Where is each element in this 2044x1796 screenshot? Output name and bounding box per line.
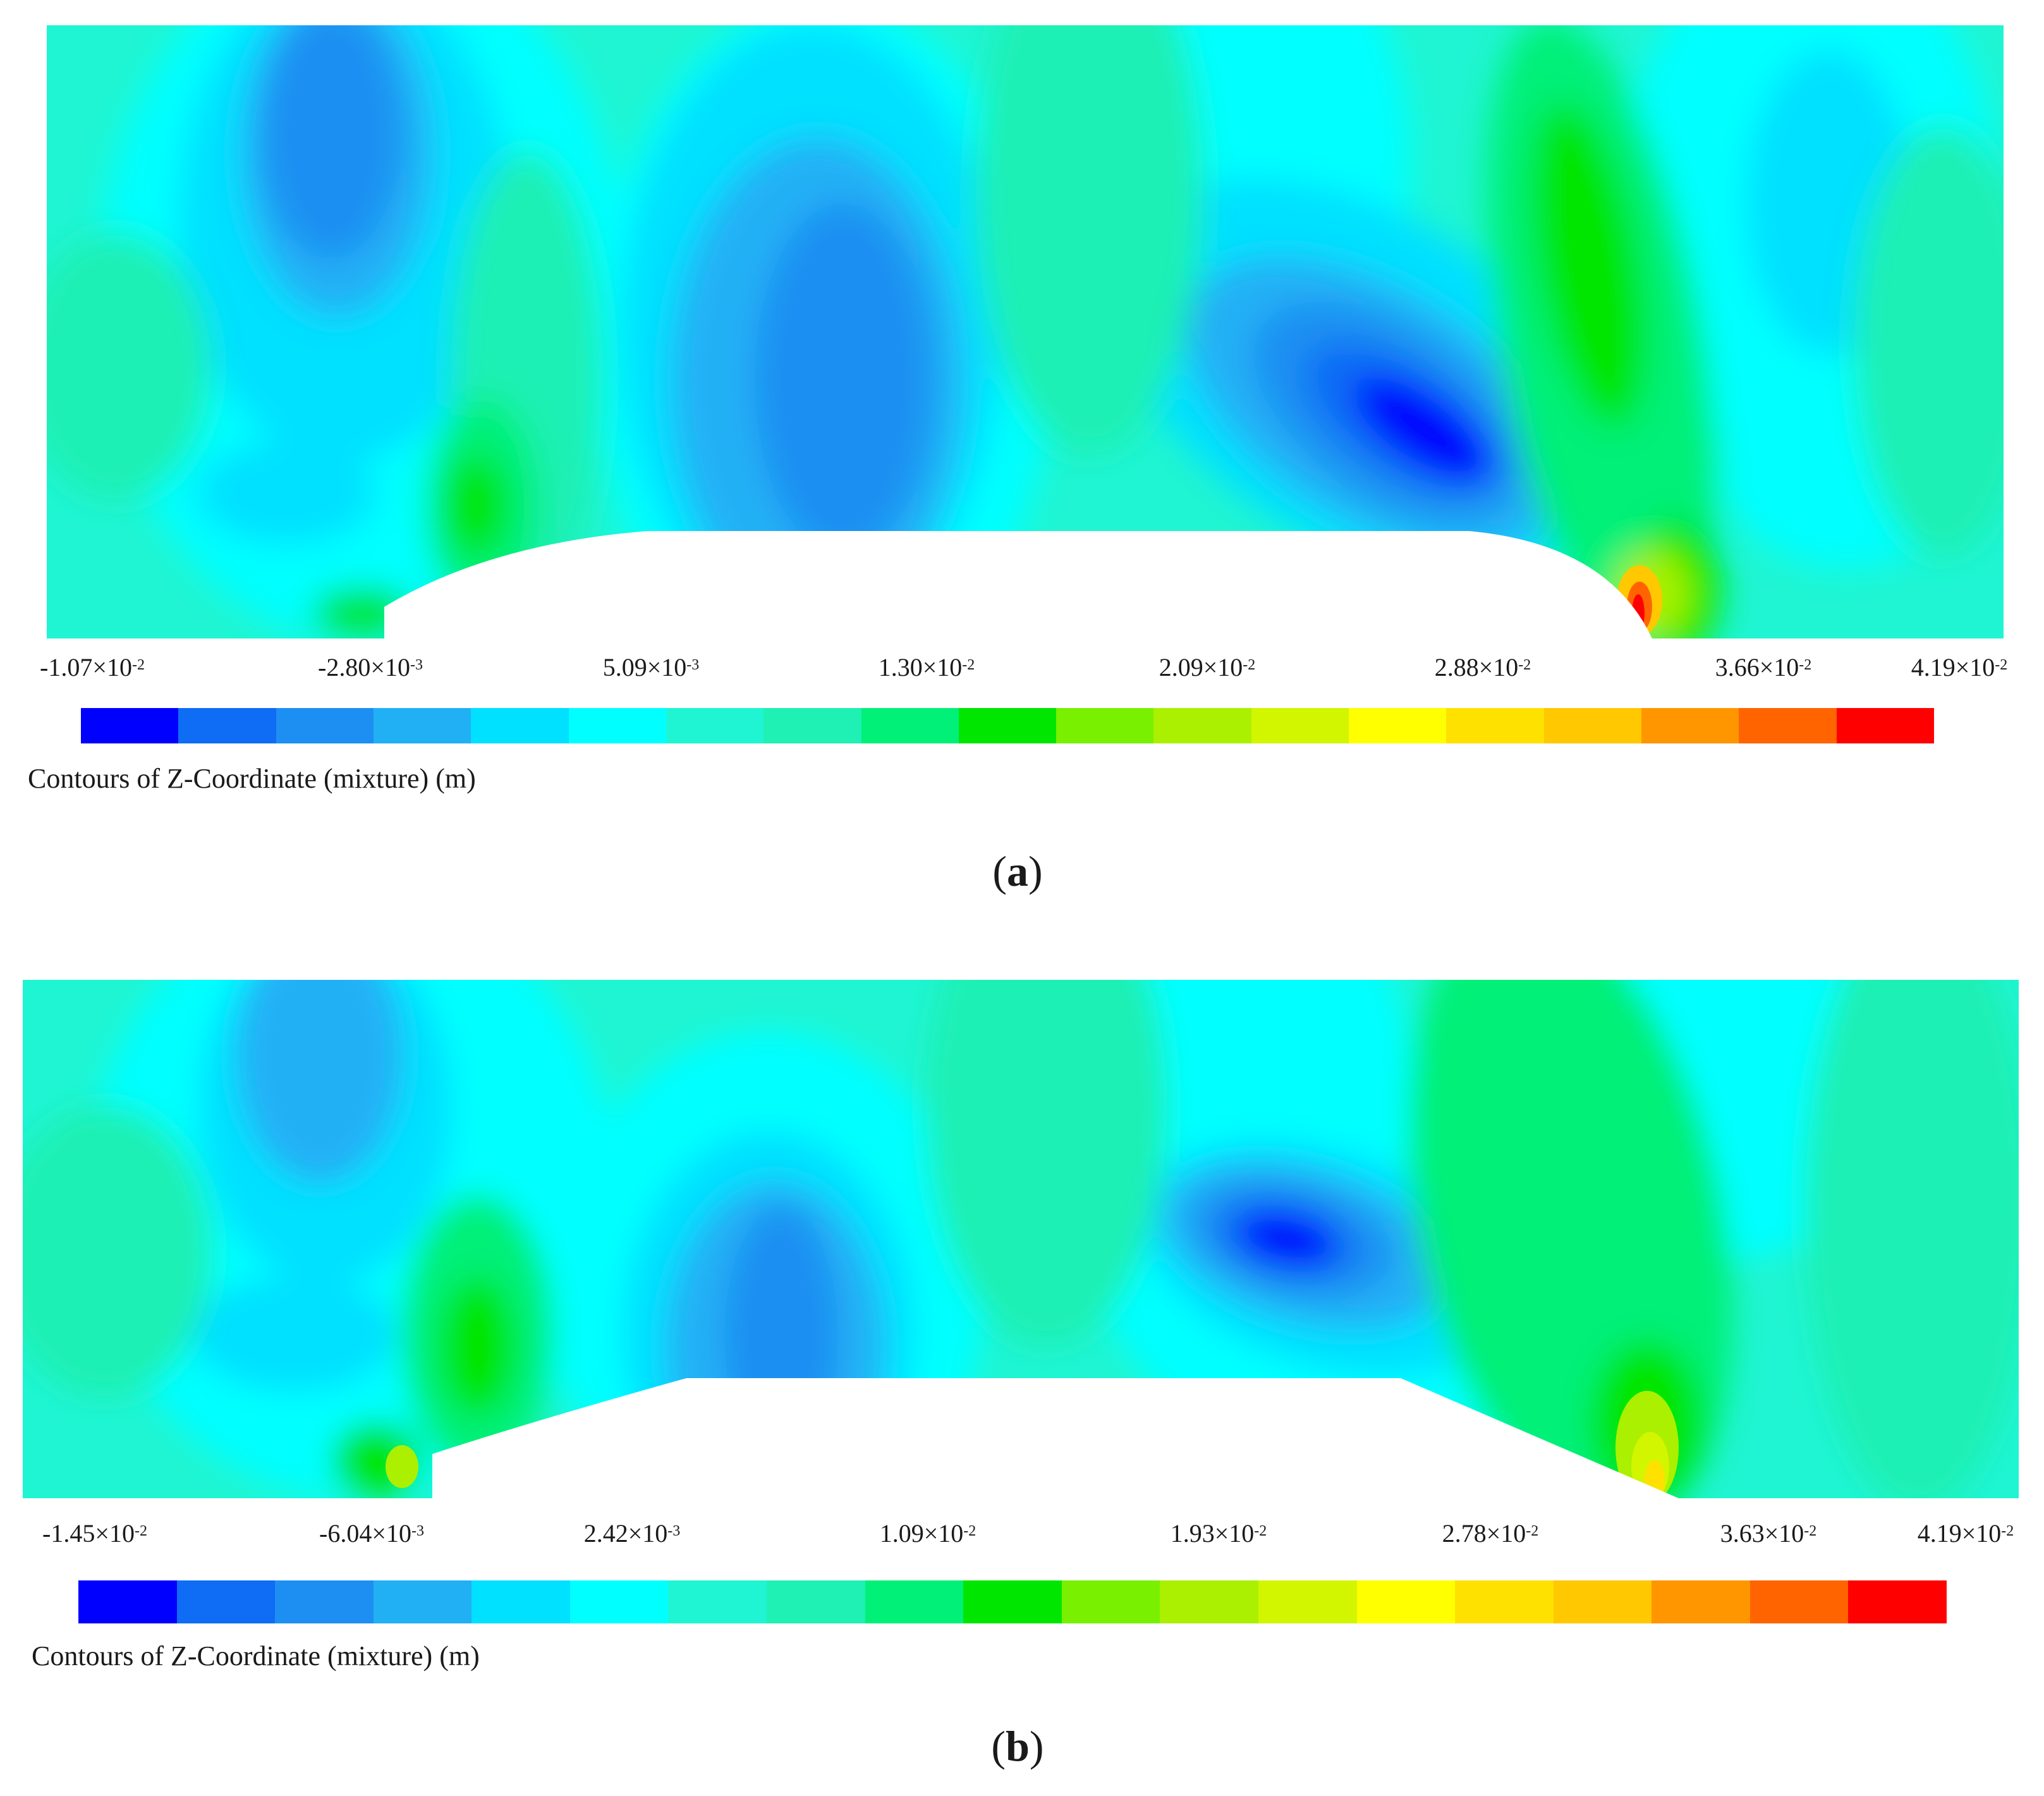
contour-plot-a (47, 25, 2004, 638)
colorbar-swatch (1446, 708, 1544, 743)
colorbar-swatch (865, 1580, 964, 1623)
colorbar-swatch (1543, 708, 1641, 743)
colorbar-swatch (471, 708, 569, 743)
colorbar-swatch (668, 1580, 767, 1623)
colorbar-swatch (963, 1580, 1062, 1623)
colorbar-swatch (1455, 1580, 1554, 1623)
contour-region (976, 25, 1203, 455)
body-obstruction (384, 531, 1652, 638)
colorbar-swatch (1848, 1580, 1947, 1623)
colorbar-swatch (568, 708, 666, 743)
tick-label: 1.93×10-2 (1170, 1519, 1267, 1548)
colorbar-swatch (569, 1580, 669, 1623)
colorbar-swatch (471, 1580, 570, 1623)
contour-region (445, 455, 508, 556)
contour-region (193, 1277, 396, 1391)
panel-label-b: (b) (991, 1722, 1044, 1770)
contour-region (755, 202, 932, 556)
colorbar-swatch (1749, 1580, 1849, 1623)
colorbar-swatch (373, 1580, 472, 1623)
colorbar-swatch (81, 708, 179, 743)
contour-region (927, 980, 1167, 1347)
tick-label: 2.09×10-2 (1159, 653, 1256, 681)
colorbar-swatch (1553, 1580, 1652, 1623)
colorbar-title: Contours of Z-Coordinate (mixture) (m) (32, 1640, 480, 1671)
body-obstruction (432, 1378, 1679, 1498)
colorbar-swatch (1836, 708, 1934, 743)
colorbar-title: Contours of Z-Coordinate (mixture) (m) (28, 763, 476, 794)
tick-label: 5.09×10-3 (602, 653, 700, 681)
contour-region (47, 234, 211, 499)
colorbar-swatch (1652, 1580, 1750, 1623)
colorbar-swatch (1641, 708, 1739, 743)
colorbar-swatch (763, 708, 861, 743)
tick-label: -1.07×10-2 (40, 653, 145, 681)
colorbar-swatch (767, 1580, 865, 1623)
colorbar-swatch (1356, 1580, 1456, 1623)
contour-region (198, 443, 375, 544)
colorbar-swatch (861, 708, 959, 743)
colorbar-swatch (1251, 708, 1349, 743)
tick-label: 2.42×10-3 (583, 1519, 681, 1548)
tick-label: 2.78×10-2 (1442, 1519, 1539, 1548)
colorbar-swatch (1349, 708, 1447, 743)
colorbar-swatch (958, 708, 1057, 743)
contour-region (1531, 103, 1646, 428)
colorbar-swatch (178, 708, 276, 743)
colorbar-swatch (1739, 708, 1837, 743)
panel-label-a: (a) (992, 847, 1043, 895)
colorbar-swatch (276, 708, 374, 743)
contour-region (1240, 1213, 1334, 1265)
colorbar-a (81, 708, 1934, 743)
colorbar-swatch (275, 1580, 374, 1623)
tick-label: -6.04×10-3 (319, 1519, 424, 1548)
tick-label: 1.30×10-2 (878, 653, 975, 681)
tick-label: 3.63×10-2 (1720, 1519, 1817, 1548)
colorbar-swatch (1160, 1580, 1258, 1623)
contour-region (1353, 376, 1496, 484)
colorbar-swatch (373, 708, 471, 743)
tick-label: 4.19×10-2 (1917, 1519, 2014, 1548)
tick-label: 4.19×10-2 (1911, 653, 2008, 681)
contour-region (1854, 126, 2004, 556)
colorbar-swatch (1258, 1580, 1357, 1623)
tick-label: 1.09×10-2 (879, 1519, 976, 1548)
contour-region (238, 980, 402, 1182)
tick-label: -1.45×10-2 (42, 1519, 147, 1548)
colorbar-swatch (1056, 708, 1154, 743)
colorbar-b (78, 1580, 1947, 1623)
contour-region (23, 1106, 212, 1397)
tick-label: 3.66×10-2 (1715, 653, 1812, 681)
colorbar-swatch (666, 708, 764, 743)
tick-label: 2.88×10-2 (1434, 653, 1531, 681)
contour-region (440, 1277, 516, 1416)
contour-hotspot (386, 1445, 418, 1488)
contour-region (1805, 980, 2019, 1498)
tick-label: -2.80×10-3 (318, 653, 423, 681)
colorbar-swatch (78, 1580, 177, 1623)
colorbar-swatch (1153, 708, 1251, 743)
contour-plot-b (23, 980, 2019, 1498)
colorbar-swatch (176, 1580, 276, 1623)
colorbar-swatch (1061, 1580, 1160, 1623)
contour-region (262, 25, 401, 259)
